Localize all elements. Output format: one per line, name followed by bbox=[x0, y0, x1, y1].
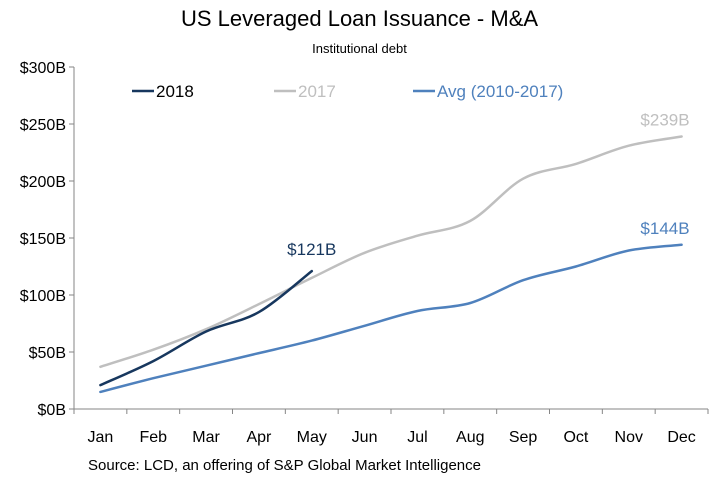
x-tick-label: May bbox=[297, 429, 327, 446]
y-tick-label: $200B bbox=[20, 174, 66, 191]
x-tick-label: Mar bbox=[192, 429, 220, 446]
series-lines bbox=[99, 135, 683, 394]
x-tick-label: Jan bbox=[88, 429, 114, 446]
y-tick-label: $100B bbox=[20, 288, 66, 305]
end-labels: $239B $144B $121B bbox=[287, 111, 689, 260]
series-line-0 bbox=[99, 269, 314, 387]
y-tick-label: $0B bbox=[38, 402, 66, 419]
x-tick-label: Apr bbox=[246, 429, 272, 446]
series-line-1 bbox=[99, 135, 683, 369]
x-tick-label: Jun bbox=[352, 429, 378, 446]
end-label-1: $239B bbox=[640, 111, 689, 130]
legend-label: 2017 bbox=[298, 82, 336, 101]
chart-title: US Leveraged Loan Issuance - M&A bbox=[180, 6, 539, 31]
y-tick-label: $50B bbox=[29, 345, 66, 362]
end-label-2: $144B bbox=[640, 219, 689, 238]
x-tick-label: Oct bbox=[563, 429, 588, 446]
end-label-0: $121B bbox=[287, 240, 336, 259]
series-line-2 bbox=[99, 243, 683, 394]
y-tick-label: $300B bbox=[20, 60, 66, 77]
chart-subtitle: Institutional debt bbox=[312, 41, 407, 56]
legend-label: Avg (2010-2017) bbox=[437, 82, 563, 101]
legend: 2018 2017 Avg (2010-2017) bbox=[132, 82, 563, 101]
x-tick-label: Aug bbox=[456, 429, 484, 446]
x-tick-label: Dec bbox=[667, 429, 695, 446]
x-tick-label: Feb bbox=[139, 429, 167, 446]
legend-label: 2018 bbox=[156, 82, 194, 101]
y-tick-label: $150B bbox=[20, 231, 66, 248]
axes: $0B $50B $100B $150B $200B $250B $300B Jan Feb Ma… bbox=[20, 60, 709, 446]
source-note: Source: LCD, an offering of S&P Global M… bbox=[88, 457, 481, 474]
x-tick-label: Nov bbox=[615, 429, 643, 446]
x-tick-label: Jul bbox=[407, 429, 427, 446]
y-tick-label: $250B bbox=[20, 117, 66, 134]
x-tick-label: Sep bbox=[509, 429, 538, 446]
